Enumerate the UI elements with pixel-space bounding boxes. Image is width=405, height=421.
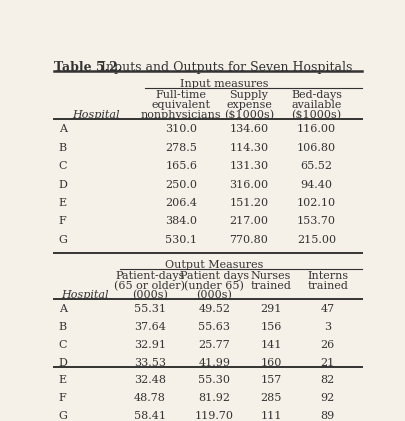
Text: 21: 21 bbox=[320, 357, 334, 368]
Text: 310.0: 310.0 bbox=[165, 124, 197, 134]
Text: 41.99: 41.99 bbox=[198, 357, 230, 368]
Text: 114.30: 114.30 bbox=[229, 143, 268, 152]
Text: E: E bbox=[58, 376, 66, 385]
Text: 37.64: 37.64 bbox=[134, 322, 165, 332]
Text: (65 or older): (65 or older) bbox=[114, 281, 185, 291]
Text: Output Measures: Output Measures bbox=[165, 260, 263, 270]
Text: A: A bbox=[58, 124, 66, 134]
Text: 92: 92 bbox=[320, 393, 334, 403]
Text: 49.52: 49.52 bbox=[198, 304, 230, 314]
Text: (000s): (000s) bbox=[196, 290, 232, 301]
Text: 119.70: 119.70 bbox=[194, 411, 233, 421]
Text: nonphysicians: nonphysicians bbox=[141, 109, 221, 120]
Text: 48.78: 48.78 bbox=[134, 393, 165, 403]
Text: 157: 157 bbox=[260, 376, 281, 385]
Text: expense: expense bbox=[226, 100, 271, 110]
Text: trained: trained bbox=[250, 281, 291, 290]
Text: 111: 111 bbox=[260, 411, 281, 421]
Text: 291: 291 bbox=[260, 304, 281, 314]
Text: E: E bbox=[58, 198, 66, 208]
Text: G: G bbox=[58, 235, 67, 245]
Text: 32.91: 32.91 bbox=[134, 340, 166, 350]
Text: trained: trained bbox=[307, 281, 347, 290]
Text: 151.20: 151.20 bbox=[229, 198, 268, 208]
Text: Bed-days: Bed-days bbox=[290, 90, 341, 100]
Text: G: G bbox=[58, 411, 67, 421]
Text: B: B bbox=[58, 143, 66, 152]
Text: Supply: Supply bbox=[229, 90, 268, 100]
Text: Patient-days: Patient-days bbox=[115, 271, 184, 281]
Text: 316.00: 316.00 bbox=[229, 179, 268, 189]
Text: 770.80: 770.80 bbox=[229, 235, 268, 245]
Text: (under 65): (under 65) bbox=[184, 281, 244, 291]
Text: 102.10: 102.10 bbox=[296, 198, 335, 208]
Text: 3: 3 bbox=[323, 322, 330, 332]
Text: Patient days: Patient days bbox=[179, 271, 248, 281]
Text: 26: 26 bbox=[320, 340, 334, 350]
Text: 58.41: 58.41 bbox=[134, 411, 166, 421]
Text: 131.30: 131.30 bbox=[229, 161, 268, 171]
Text: 94.40: 94.40 bbox=[300, 179, 332, 189]
Text: F: F bbox=[58, 393, 66, 403]
Text: Interns: Interns bbox=[306, 271, 347, 281]
Text: ($1000s): ($1000s) bbox=[291, 109, 341, 120]
Text: 285: 285 bbox=[260, 393, 281, 403]
Text: 82: 82 bbox=[320, 376, 334, 385]
Text: 250.0: 250.0 bbox=[165, 179, 197, 189]
Text: equivalent: equivalent bbox=[151, 100, 210, 110]
Text: 55.30: 55.30 bbox=[198, 376, 230, 385]
Text: B: B bbox=[58, 322, 66, 332]
Text: 134.60: 134.60 bbox=[229, 124, 268, 134]
Text: (000s): (000s) bbox=[132, 290, 167, 301]
Text: 116.00: 116.00 bbox=[296, 124, 335, 134]
Text: 141: 141 bbox=[260, 340, 281, 350]
Text: Inputs and Outputs for Seven Hospitals: Inputs and Outputs for Seven Hospitals bbox=[97, 61, 352, 74]
Text: 65.52: 65.52 bbox=[300, 161, 332, 171]
Text: Hospital: Hospital bbox=[72, 109, 120, 120]
Text: 160: 160 bbox=[260, 357, 281, 368]
Text: 47: 47 bbox=[320, 304, 334, 314]
Text: F: F bbox=[58, 216, 66, 226]
Text: 217.00: 217.00 bbox=[229, 216, 268, 226]
Text: Hospital: Hospital bbox=[62, 290, 109, 301]
Text: C: C bbox=[58, 161, 67, 171]
Text: 156: 156 bbox=[260, 322, 281, 332]
Text: 278.5: 278.5 bbox=[165, 143, 197, 152]
Text: ($1000s): ($1000s) bbox=[224, 109, 273, 120]
Text: A: A bbox=[58, 304, 66, 314]
Text: Table 5.2.: Table 5.2. bbox=[54, 61, 122, 74]
Text: Input measures: Input measures bbox=[179, 79, 267, 89]
Text: 32.48: 32.48 bbox=[134, 376, 166, 385]
Text: available: available bbox=[291, 100, 341, 110]
Text: 33.53: 33.53 bbox=[134, 357, 166, 368]
Text: Nurses: Nurses bbox=[250, 271, 290, 281]
Text: D: D bbox=[58, 179, 67, 189]
Text: 165.6: 165.6 bbox=[165, 161, 197, 171]
Text: 81.92: 81.92 bbox=[198, 393, 230, 403]
Text: 25.77: 25.77 bbox=[198, 340, 230, 350]
Text: C: C bbox=[58, 340, 67, 350]
Text: 206.4: 206.4 bbox=[165, 198, 197, 208]
Text: 530.1: 530.1 bbox=[165, 235, 197, 245]
Text: 215.00: 215.00 bbox=[296, 235, 335, 245]
Text: 106.80: 106.80 bbox=[296, 143, 335, 152]
Text: 153.70: 153.70 bbox=[296, 216, 335, 226]
Text: D: D bbox=[58, 357, 67, 368]
Text: 384.0: 384.0 bbox=[165, 216, 197, 226]
Text: 55.31: 55.31 bbox=[134, 304, 166, 314]
Text: 89: 89 bbox=[320, 411, 334, 421]
Text: 55.63: 55.63 bbox=[198, 322, 230, 332]
Text: Full-time: Full-time bbox=[156, 90, 206, 100]
